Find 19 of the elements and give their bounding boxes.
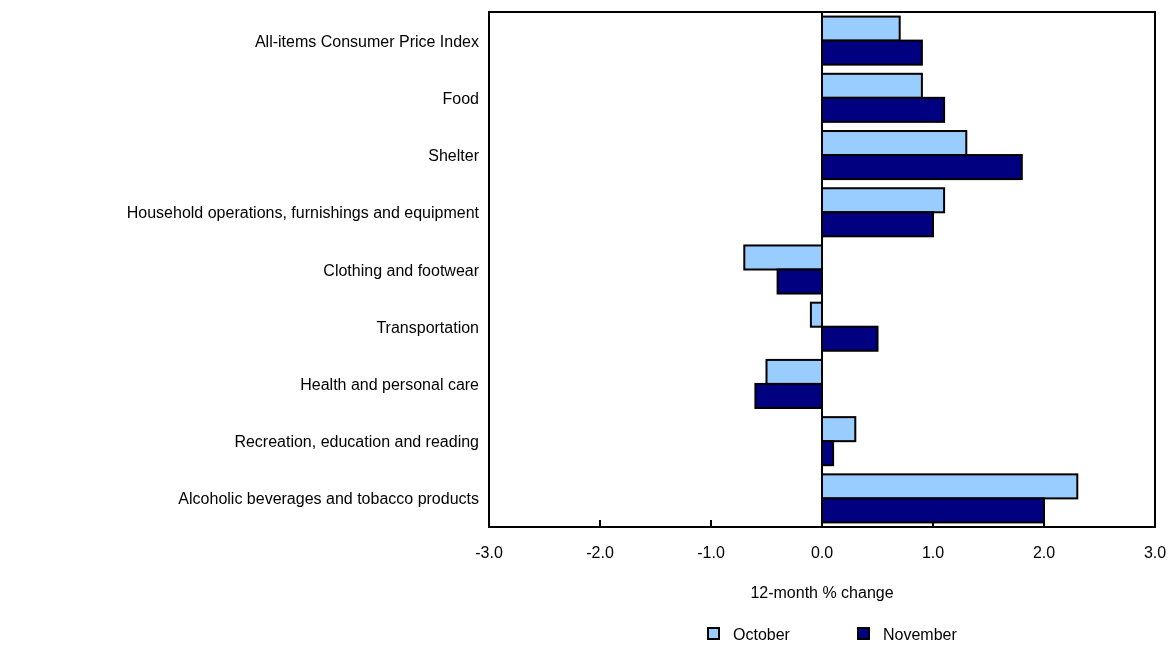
x-axis-title: 12-month % change xyxy=(750,584,894,601)
y-tick-label: Clothing and footwear xyxy=(323,261,480,279)
y-tick-label: Household operations, furnishings and equipment xyxy=(126,204,480,222)
y-tick-label: All-items Consumer Price Index xyxy=(254,32,479,50)
legend-label: November xyxy=(883,626,958,643)
legend-label: October xyxy=(733,626,791,643)
x-tick-label: -2.0 xyxy=(586,544,614,561)
y-tick-label: Health and personal care xyxy=(300,375,480,393)
x-tick-label: -1.0 xyxy=(697,544,725,561)
y-tick-label: Transportation xyxy=(376,318,479,336)
x-tick-label: 2.0 xyxy=(1032,544,1056,561)
x-tick-label: 0.0 xyxy=(810,544,834,561)
y-tick-label: Recreation, education and reading xyxy=(234,433,479,451)
y-tick-label: Alcoholic beverages and tobacco products xyxy=(178,490,479,508)
y-tick-label: Food xyxy=(442,89,479,107)
x-tick-label: 1.0 xyxy=(921,544,945,561)
y-tick-label: Shelter xyxy=(428,147,480,165)
x-tick-label: 3.0 xyxy=(1143,544,1167,561)
x-tick-label: -3.0 xyxy=(475,544,503,561)
